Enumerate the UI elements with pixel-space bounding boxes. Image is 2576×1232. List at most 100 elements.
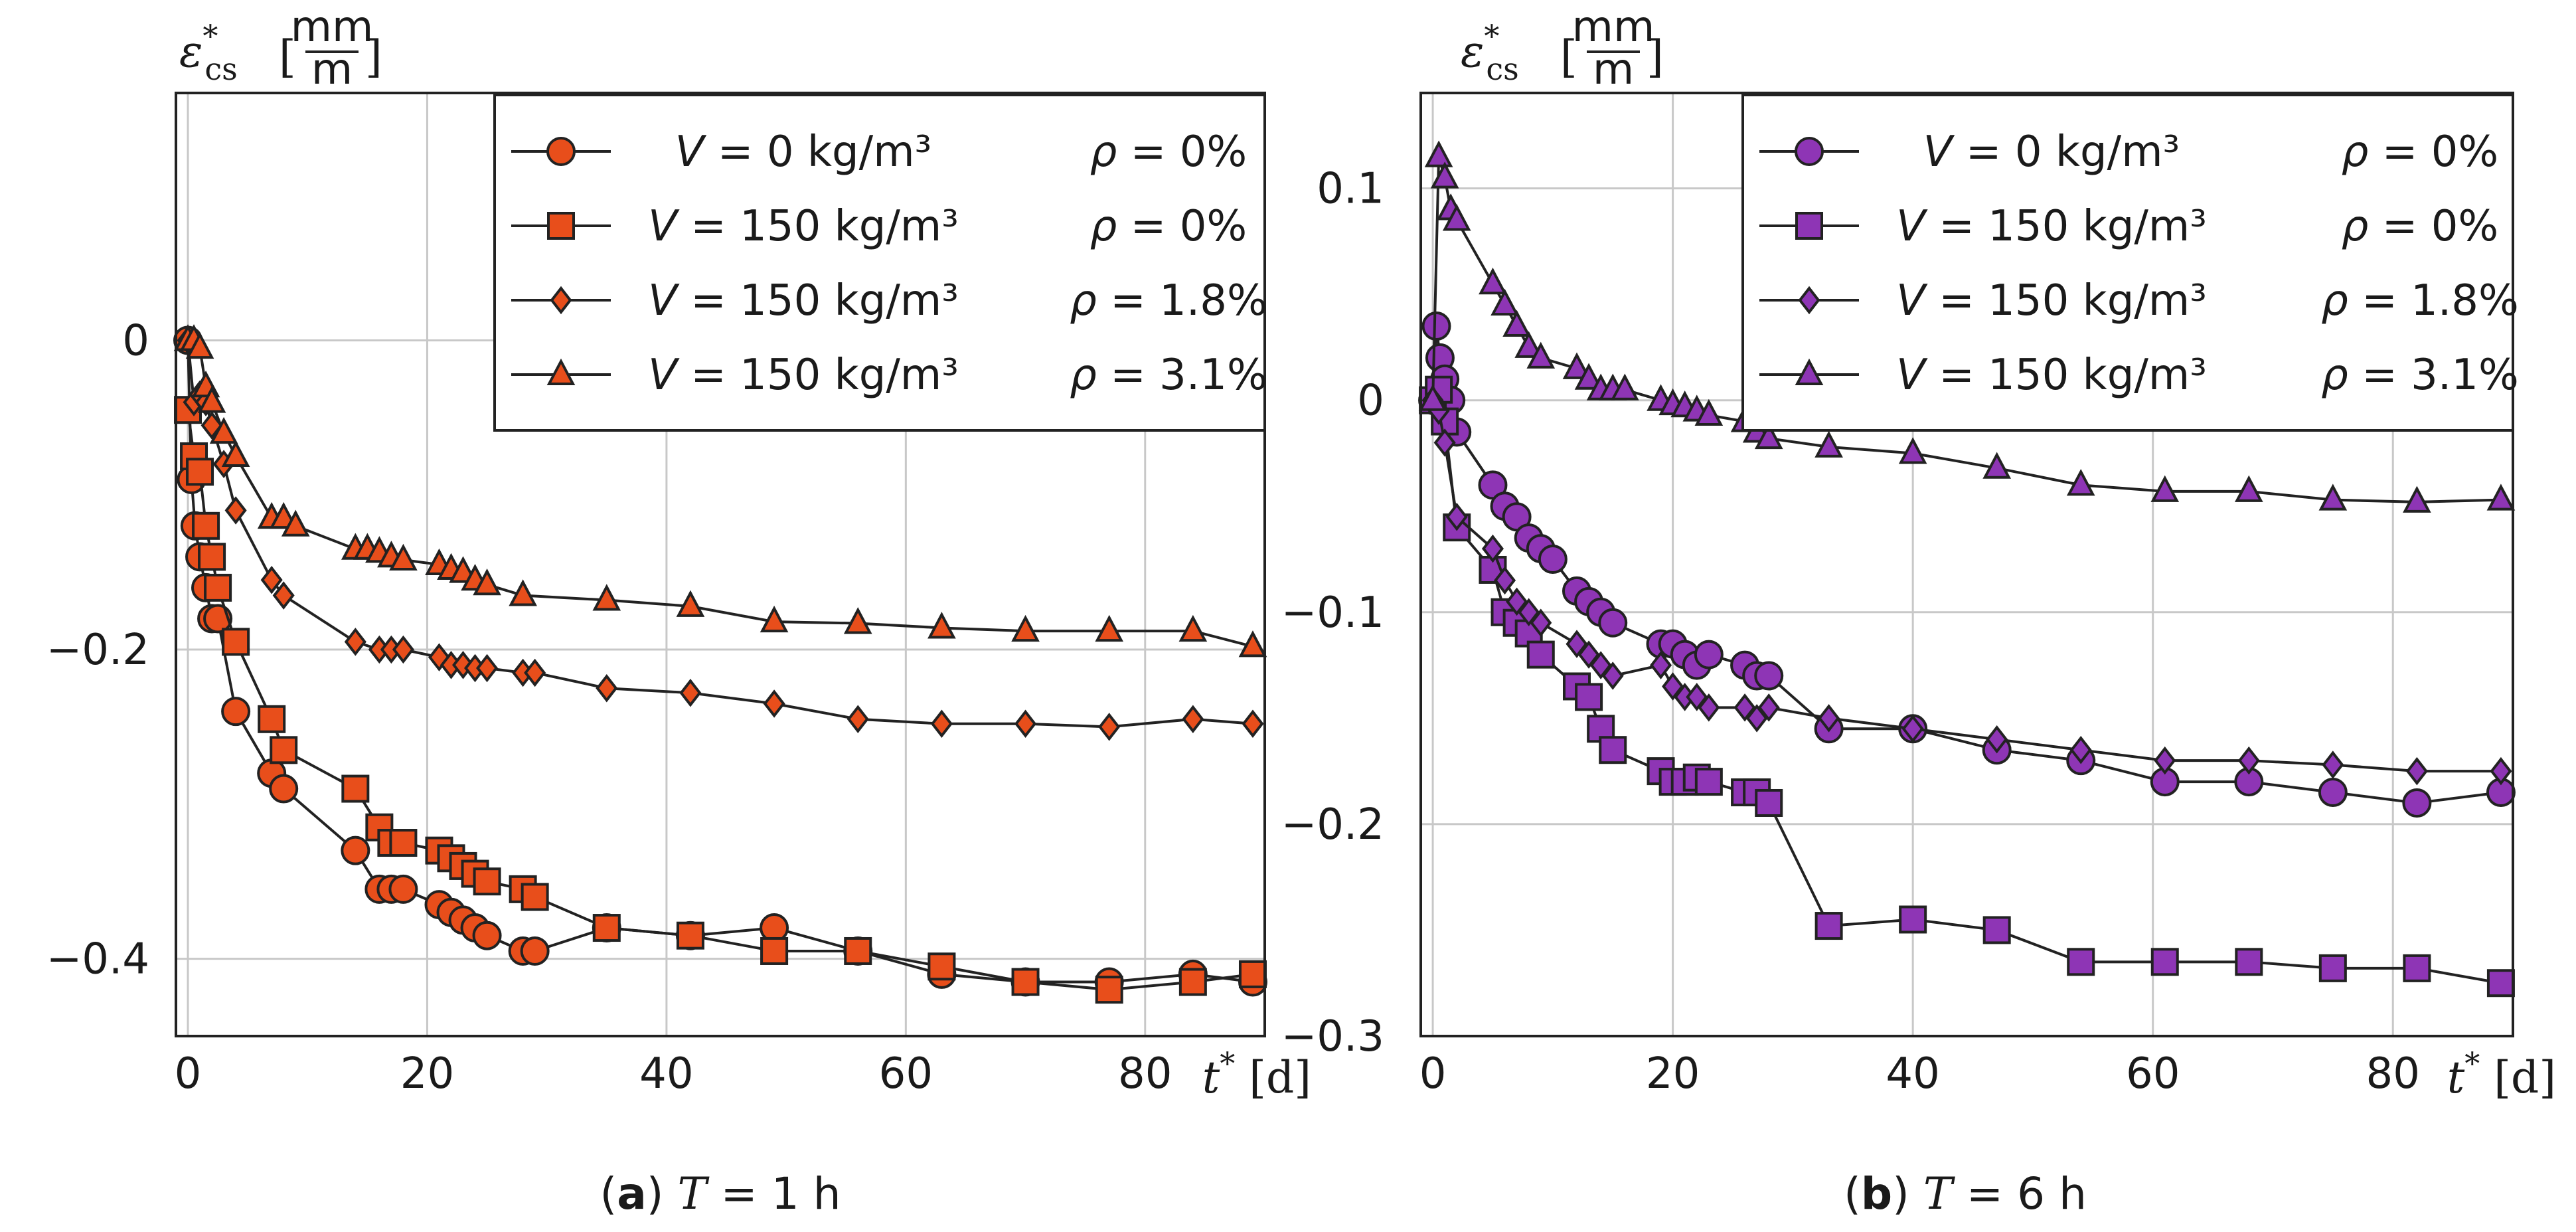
chart-a-series-diamond — [177, 326, 1264, 741]
chart-a-point-triangle — [1095, 614, 1124, 642]
chart-a-point-diamond — [930, 709, 953, 739]
chart-b-point-circle — [2318, 778, 2348, 808]
chart-a-legend-marker-diamond — [550, 286, 572, 315]
chart-a-point-circle — [341, 836, 370, 865]
chart-b-series — [1418, 140, 2516, 998]
chart-a-point-diamond — [476, 654, 499, 683]
chart-a-point-square — [844, 936, 872, 965]
chart-b-legend-entry: V = 150 kg/m³ ρ = 0% — [1759, 202, 2498, 251]
chart-b-point-triangle — [1982, 452, 2012, 479]
chart-b-ylabel-unit-den: m — [1593, 45, 1634, 94]
chart-b-point-triangle — [1562, 352, 1591, 379]
chart-b-point-square — [2067, 948, 2095, 976]
chart-b-frame — [1419, 92, 2514, 1037]
chart-b-point-square — [1755, 788, 1783, 817]
chart-a-tick-labels: 0 20 40 60 80 0 −0.2 −0.4 — [46, 316, 1172, 1099]
chart-b-legend-marker-square — [1795, 212, 1823, 240]
chart-a-point-triangle — [185, 331, 214, 359]
chart-b-point-square — [2235, 948, 2263, 976]
chart-b-point-square — [2486, 969, 2515, 998]
chart-a-point-square — [521, 883, 549, 911]
chart-a-point-triangle — [843, 607, 872, 634]
chart-b-xtick-label: 20 — [1646, 1049, 1700, 1099]
chart-b-point-triangle — [2234, 475, 2263, 502]
chart-b-point-triangle — [1442, 204, 1471, 231]
chart-a-point-square — [927, 952, 956, 981]
chart-b-xtick-label: 0 — [1419, 1049, 1447, 1099]
chart-b-point-triangle — [1754, 422, 1783, 450]
chart-b-legend-rho-label: ρ = 0% — [2342, 202, 2498, 251]
chart-a-point-circle — [221, 697, 251, 727]
chart-b-point-square — [1694, 768, 1723, 796]
chart-b-point-triangle — [2150, 475, 2180, 502]
chart-a-point-diamond — [392, 635, 414, 664]
chart-a-ylabel-bracket-close: ] — [365, 31, 382, 82]
chart-a-frame — [175, 92, 1266, 1037]
chart-b-xtick-label: 80 — [2366, 1049, 2420, 1099]
chart-b-ylabel-bracket-close: ] — [1647, 31, 1664, 82]
chart-b-legend-marker-circle — [1795, 137, 1824, 166]
chart-a-ytick-label: −0.2 — [46, 626, 149, 675]
chart-b-point-diamond — [1650, 651, 1672, 679]
chart-a-point-square — [222, 628, 250, 656]
chart-b-legend-entry: V = 150 kg/m³ ρ = 3.1% — [1759, 351, 2519, 400]
chart-a-legend-rho-label: ρ = 0% — [1090, 128, 1247, 177]
chart-b-tick-labels: 0 20 40 60 80 0.1 0 −0.1 −0.2 −0.3 — [1281, 165, 2420, 1099]
chart-a-ylabel-bracket-open: [ — [279, 31, 296, 82]
chart-b-point-triangle — [1694, 398, 1724, 426]
chart-b-point-triangle — [2066, 469, 2095, 496]
chart-a-ytick-label: −0.4 — [46, 935, 149, 984]
chart-a-legend-v-label: V = 150 kg/m³ — [648, 276, 959, 325]
chart-b-xlabel-text: t* [d] — [2447, 1045, 2556, 1103]
chart-b-point-triangle — [1418, 384, 1447, 411]
chart-b-caption: (b) T = 6 h — [1844, 1168, 2087, 1219]
chart-b-point-circle — [1694, 640, 1724, 669]
chart-a-xlabel: t* [d] — [1202, 1045, 1311, 1103]
chart-a-point-diamond — [1014, 709, 1037, 739]
chart-a-legend-marker-square — [547, 212, 575, 240]
chart-b-point-diamond — [1757, 693, 1780, 722]
chart-a-point-square — [592, 914, 621, 942]
chart-a-point-diamond — [260, 566, 283, 594]
chart-b-ytick-label: 0.1 — [1317, 165, 1384, 214]
chart-b-ylabel-symbol: ε* cs — [1461, 18, 1519, 87]
chart-b-legend-box — [1741, 94, 2514, 432]
chart-a-point-square — [1011, 968, 1040, 996]
chart-b-point-square — [1599, 736, 1627, 764]
chart-b-point-square — [2150, 948, 2179, 976]
chart-b: 0 20 40 60 800.10−0.1−0.2−0.3 ε* cs [mmm] t* [… — [1281, 3, 2556, 1219]
chart-a-point-square — [192, 511, 220, 540]
chart-b-xlabel: t* [d] — [2447, 1045, 2556, 1103]
chart-a-point-square — [1238, 960, 1267, 988]
chart-b-legend-v-label: V = 150 kg/m³ — [1896, 351, 2207, 400]
chart-a-ylabel-unit-den: m — [311, 45, 353, 94]
chart-a-point-circle — [269, 774, 299, 804]
chart-b-point-triangle — [1430, 161, 1459, 189]
chart-a-ylabel-unit-num: mm — [291, 3, 374, 52]
chart-a-point-triangle — [473, 568, 501, 596]
chart-a-point-triangle — [197, 386, 226, 413]
chart-b-point-triangle — [1574, 363, 1603, 390]
chart-b-legend-marker-diamond — [1798, 286, 1820, 315]
chart-b-point-triangle — [1479, 267, 1507, 295]
chart-a-point-diamond — [763, 689, 785, 718]
chart-a-legend-entry: V = 150 kg/m³ ρ = 0% — [511, 202, 1247, 251]
chart-b-point-diamond — [2154, 746, 2176, 775]
chart-a-legend-v-label: V = 150 kg/m³ — [648, 351, 959, 400]
chart-b-ytick-label: −0.1 — [1281, 588, 1384, 638]
chart-b-point-triangle — [1526, 341, 1556, 369]
chart-b-point-circle — [1598, 608, 1628, 638]
chart-a-point-diamond — [1182, 705, 1204, 734]
chart-a-point-triangle — [1238, 630, 1267, 658]
chart-a: 0 20 40 60 800−0.2−0.4 ε* cs [mmm] t* [d] V = … — [46, 3, 1311, 1219]
chart-b-point-diamond — [2405, 756, 2428, 786]
chart-a-ytick-label: 0 — [122, 316, 149, 365]
chart-a-legend-rho-label: ρ = 1.8% — [1070, 276, 1267, 325]
chart-a-point-diamond — [272, 581, 295, 610]
chart-b-legend: V = 0 kg/m³ ρ = 0%V = 150 kg/m³ ρ = 0%V = … — [1741, 94, 2519, 432]
chart-a-xtick-label: 60 — [879, 1049, 933, 1099]
chart-b-xtick-label: 60 — [2126, 1049, 2180, 1099]
chart-b-point-diamond — [2322, 750, 2344, 779]
chart-a-xtick-label: 80 — [1118, 1049, 1172, 1099]
chart-a-point-square — [760, 936, 789, 965]
